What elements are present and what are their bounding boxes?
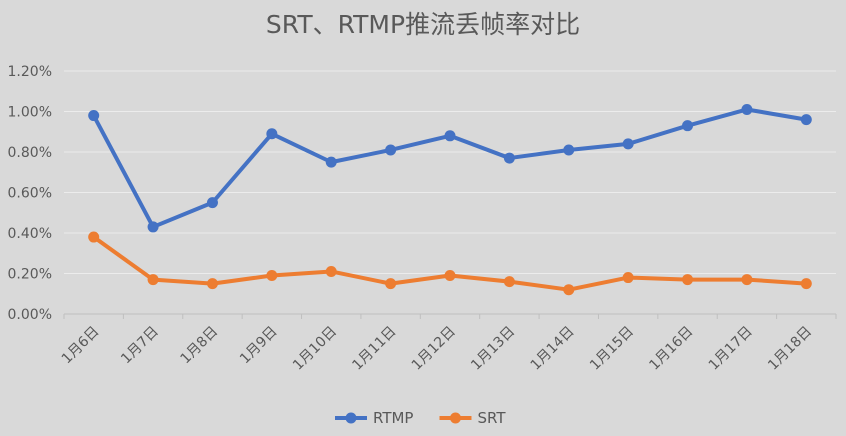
x-tick-label: 1月8日 bbox=[178, 324, 222, 368]
gridlines bbox=[64, 70, 836, 315]
srt-data-point bbox=[800, 278, 812, 290]
rtmp-data-point bbox=[88, 110, 100, 122]
rtmp-data-point bbox=[563, 144, 575, 156]
x-tick-label: 1月10日 bbox=[290, 324, 340, 374]
y-tick-label: 0.60% bbox=[8, 186, 52, 202]
series-srt bbox=[88, 231, 812, 296]
legend-marker-srt bbox=[449, 412, 461, 424]
rtmp-data-point bbox=[622, 138, 634, 150]
legend-item-srt: SRT bbox=[439, 409, 506, 427]
rtmp-data-point bbox=[206, 197, 218, 209]
y-tick-label: 0.00% bbox=[8, 307, 52, 323]
x-tick-label: 1月17日 bbox=[706, 324, 756, 374]
srt-data-point bbox=[325, 265, 337, 277]
srt-line bbox=[91, 235, 809, 292]
srt-data-point bbox=[741, 274, 753, 286]
srt-data-point bbox=[88, 231, 100, 243]
series-lines bbox=[88, 103, 812, 296]
y-tick-label: 0.20% bbox=[8, 267, 52, 283]
srt-data-point bbox=[206, 278, 218, 290]
x-tick-label: 1月13日 bbox=[468, 324, 518, 374]
y-tick-label: 0.40% bbox=[8, 226, 52, 242]
y-tick-label: 0.80% bbox=[8, 145, 52, 161]
rtmp-data-point bbox=[800, 114, 812, 126]
srt-data-point bbox=[147, 274, 159, 286]
x-tick-label: 1月11日 bbox=[349, 324, 399, 374]
rtmp-data-point bbox=[503, 152, 515, 164]
x-tick-label: 1月18日 bbox=[765, 324, 815, 374]
x-tick-label: 1月15日 bbox=[587, 324, 637, 374]
legend-label-rtmp: RTMP bbox=[373, 409, 413, 427]
srt-data-point bbox=[622, 272, 634, 284]
x-tick-label: 1月9日 bbox=[237, 324, 281, 368]
srt-data-point bbox=[385, 278, 397, 290]
srt-data-point bbox=[503, 276, 515, 288]
legend-item-rtmp: RTMP bbox=[335, 409, 413, 427]
legend: RTMP SRT bbox=[335, 409, 506, 427]
x-axis-tick-labels: 1月6日 1月7日 1月8日 1月9日 1月10日 1月11日 1月12日 1月13日 1月14… bbox=[59, 314, 837, 374]
srt-data-point bbox=[682, 274, 694, 286]
srt-data-point bbox=[563, 284, 575, 296]
y-tick-label: 1.20% bbox=[8, 64, 52, 80]
legend-marker-rtmp bbox=[345, 412, 357, 424]
legend-label-srt: SRT bbox=[477, 409, 506, 427]
srt-data-point bbox=[444, 270, 456, 282]
x-tick-label: 1月16日 bbox=[646, 324, 696, 374]
rtmp-data-point bbox=[147, 221, 159, 233]
x-tick-label: 1月14日 bbox=[528, 324, 578, 374]
series-rtmp bbox=[88, 103, 812, 233]
srt-data-point bbox=[266, 270, 278, 282]
y-axis-tick-labels: 0.00% 0.20% 0.40% 0.60% 0.80% 1.00% 1.20% bbox=[8, 64, 52, 323]
rtmp-data-point bbox=[444, 130, 456, 142]
rtmp-line bbox=[91, 107, 809, 229]
y-tick-label: 1.00% bbox=[8, 105, 52, 121]
rtmp-data-point bbox=[385, 144, 397, 156]
x-tick-label: 1月12日 bbox=[409, 324, 459, 374]
chart-title: SRT、RTMP推流丢帧率对比 bbox=[266, 10, 580, 39]
x-tick-label: 1月6日 bbox=[59, 324, 103, 368]
rtmp-data-point bbox=[325, 156, 337, 168]
rtmp-data-point bbox=[266, 128, 278, 140]
rtmp-data-point bbox=[741, 103, 753, 115]
x-tick-label: 1月7日 bbox=[118, 324, 162, 368]
rtmp-data-point bbox=[682, 120, 694, 132]
